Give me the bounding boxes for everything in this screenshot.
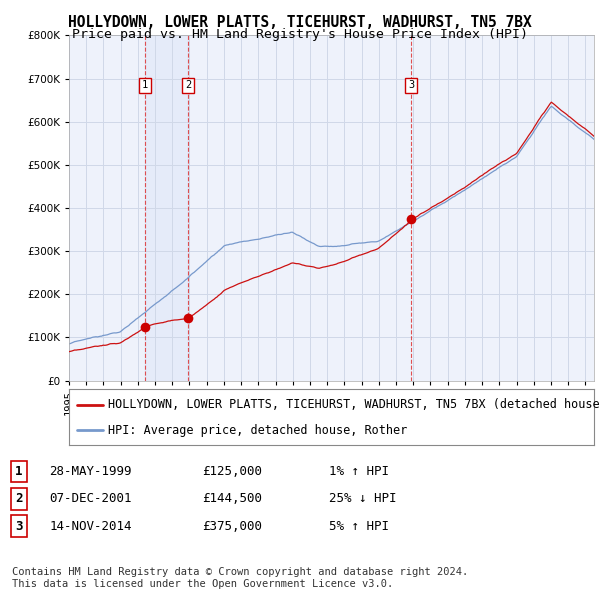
Text: 3: 3 (408, 80, 414, 90)
Bar (145, 35, 188, 381)
Text: HOLLYDOWN, LOWER PLATTS, TICEHURST, WADHURST, TN5 7BX (detached house): HOLLYDOWN, LOWER PLATTS, TICEHURST, WADH… (109, 398, 600, 411)
Text: 1% ↑ HPI: 1% ↑ HPI (329, 465, 389, 478)
Text: Price paid vs. HM Land Registry's House Price Index (HPI): Price paid vs. HM Land Registry's House … (72, 28, 528, 41)
Text: 2: 2 (15, 492, 23, 505)
Text: Contains HM Land Registry data © Crown copyright and database right 2024.
This d: Contains HM Land Registry data © Crown c… (12, 567, 468, 589)
Text: 14-NOV-2014: 14-NOV-2014 (49, 520, 132, 533)
Text: 28-MAY-1999: 28-MAY-1999 (49, 465, 132, 478)
Text: 5% ↑ HPI: 5% ↑ HPI (329, 520, 389, 533)
Text: £125,000: £125,000 (202, 465, 262, 478)
Text: 3: 3 (15, 520, 23, 533)
Text: 07-DEC-2001: 07-DEC-2001 (49, 492, 132, 505)
Text: HPI: Average price, detached house, Rother: HPI: Average price, detached house, Roth… (109, 424, 407, 437)
Text: £144,500: £144,500 (202, 492, 262, 505)
Text: HOLLYDOWN, LOWER PLATTS, TICEHURST, WADHURST, TN5 7BX: HOLLYDOWN, LOWER PLATTS, TICEHURST, WADH… (68, 15, 532, 30)
Text: £375,000: £375,000 (202, 520, 262, 533)
Text: 1: 1 (15, 465, 23, 478)
Text: 1: 1 (142, 80, 148, 90)
Text: 25% ↓ HPI: 25% ↓ HPI (329, 492, 397, 505)
Text: 2: 2 (185, 80, 191, 90)
